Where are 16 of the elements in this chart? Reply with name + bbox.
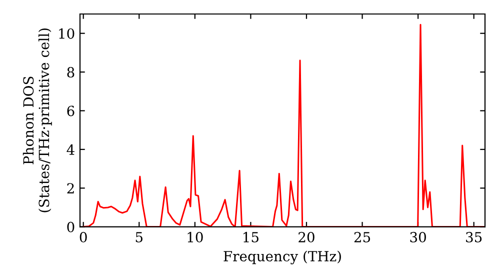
- x-tick-label: 25: [354, 232, 370, 242]
- x-tick-label: 10: [188, 232, 203, 242]
- y-tick-label: 10: [59, 28, 74, 39]
- y-tick-label: 8: [67, 67, 74, 78]
- x-tick-label: 35: [466, 232, 482, 242]
- x-tick-label: 0: [80, 232, 87, 242]
- y-tick-label: 6: [67, 106, 74, 116]
- x-tick-label: 30: [410, 232, 426, 242]
- y-tick-label: 4: [66, 144, 74, 155]
- x-axis-title: Frequency (THz): [224, 250, 341, 264]
- x-tick-label: 15: [244, 232, 258, 242]
- y-tick-label: 0: [67, 222, 74, 232]
- x-tick-label: 5: [136, 232, 142, 242]
- x-tick-label: 20: [298, 232, 314, 242]
- y-tick-label: 2: [67, 183, 74, 194]
- y-axis-title: Phonon DOS (States/THz·primitive cell): [22, 28, 52, 212]
